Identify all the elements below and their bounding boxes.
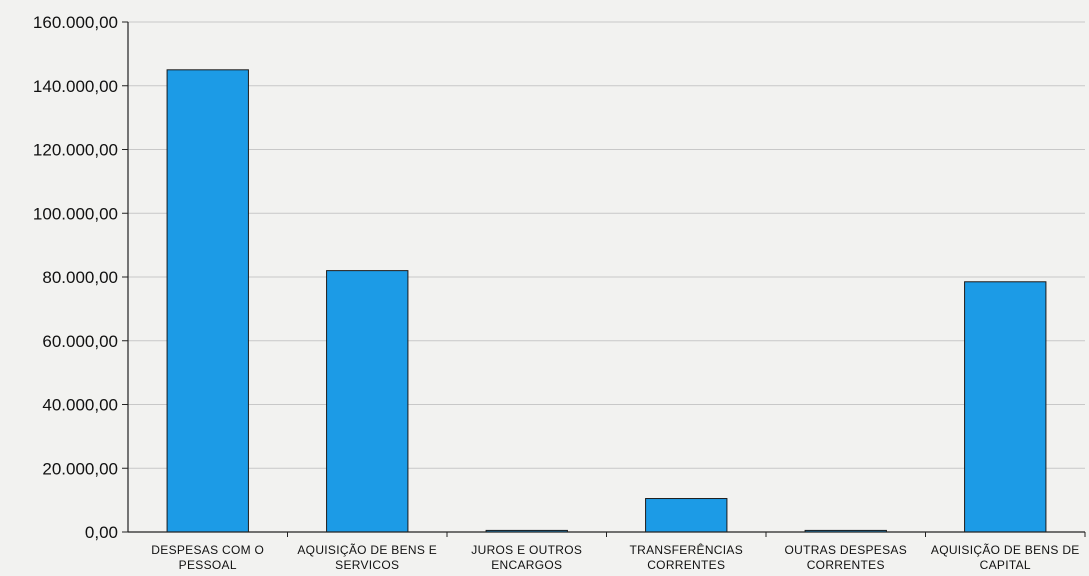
bar [326,270,409,533]
y-tick-label: 40.000,00 [42,396,118,415]
x-tick-label: AQUISIÇÃO DE BENS DE [931,543,1080,557]
y-tick-label: 160.000,00 [33,13,118,32]
x-tick-label: DESPESAS COM O [151,543,264,557]
bar [166,69,249,533]
x-tick-label: OUTRAS DESPESAS [784,543,907,557]
y-tick-label: 80.000,00 [42,268,118,287]
y-tick-label: 60.000,00 [42,332,118,351]
y-tick-label: 0,00 [85,523,118,542]
bar [645,498,728,533]
x-tick-label: TRANSFERÊNCIAS [629,542,743,557]
bars [166,69,1047,533]
y-axis-labels: 0,00 20.000,00 40.000,00 60.000,00 80.000,00… [33,13,118,542]
x-tick-label: CORRENTES [807,558,885,572]
x-tick-label: SERVICOS [335,558,399,572]
x-tick-label: AQUISIÇÃO DE BENS E [297,543,437,557]
x-tick-label: ENCARGOS [491,558,562,572]
bar [964,281,1047,533]
x-tick-label: CORRENTES [647,558,725,572]
x-tick-label: CAPITAL [980,558,1031,572]
y-tick-label: 100.000,00 [33,204,118,223]
x-tick-label: JUROS E OUTROS [471,543,582,557]
y-tick-label: 20.000,00 [42,459,118,478]
x-tick-label: PESSOAL [179,558,237,572]
gridlines [128,21,1085,469]
axes [122,21,1086,537]
y-tick-label: 140.000,00 [33,77,118,96]
y-tick-label: 120.000,00 [33,141,118,160]
